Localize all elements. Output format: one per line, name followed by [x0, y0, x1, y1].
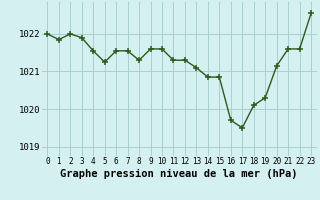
- X-axis label: Graphe pression niveau de la mer (hPa): Graphe pression niveau de la mer (hPa): [60, 169, 298, 179]
